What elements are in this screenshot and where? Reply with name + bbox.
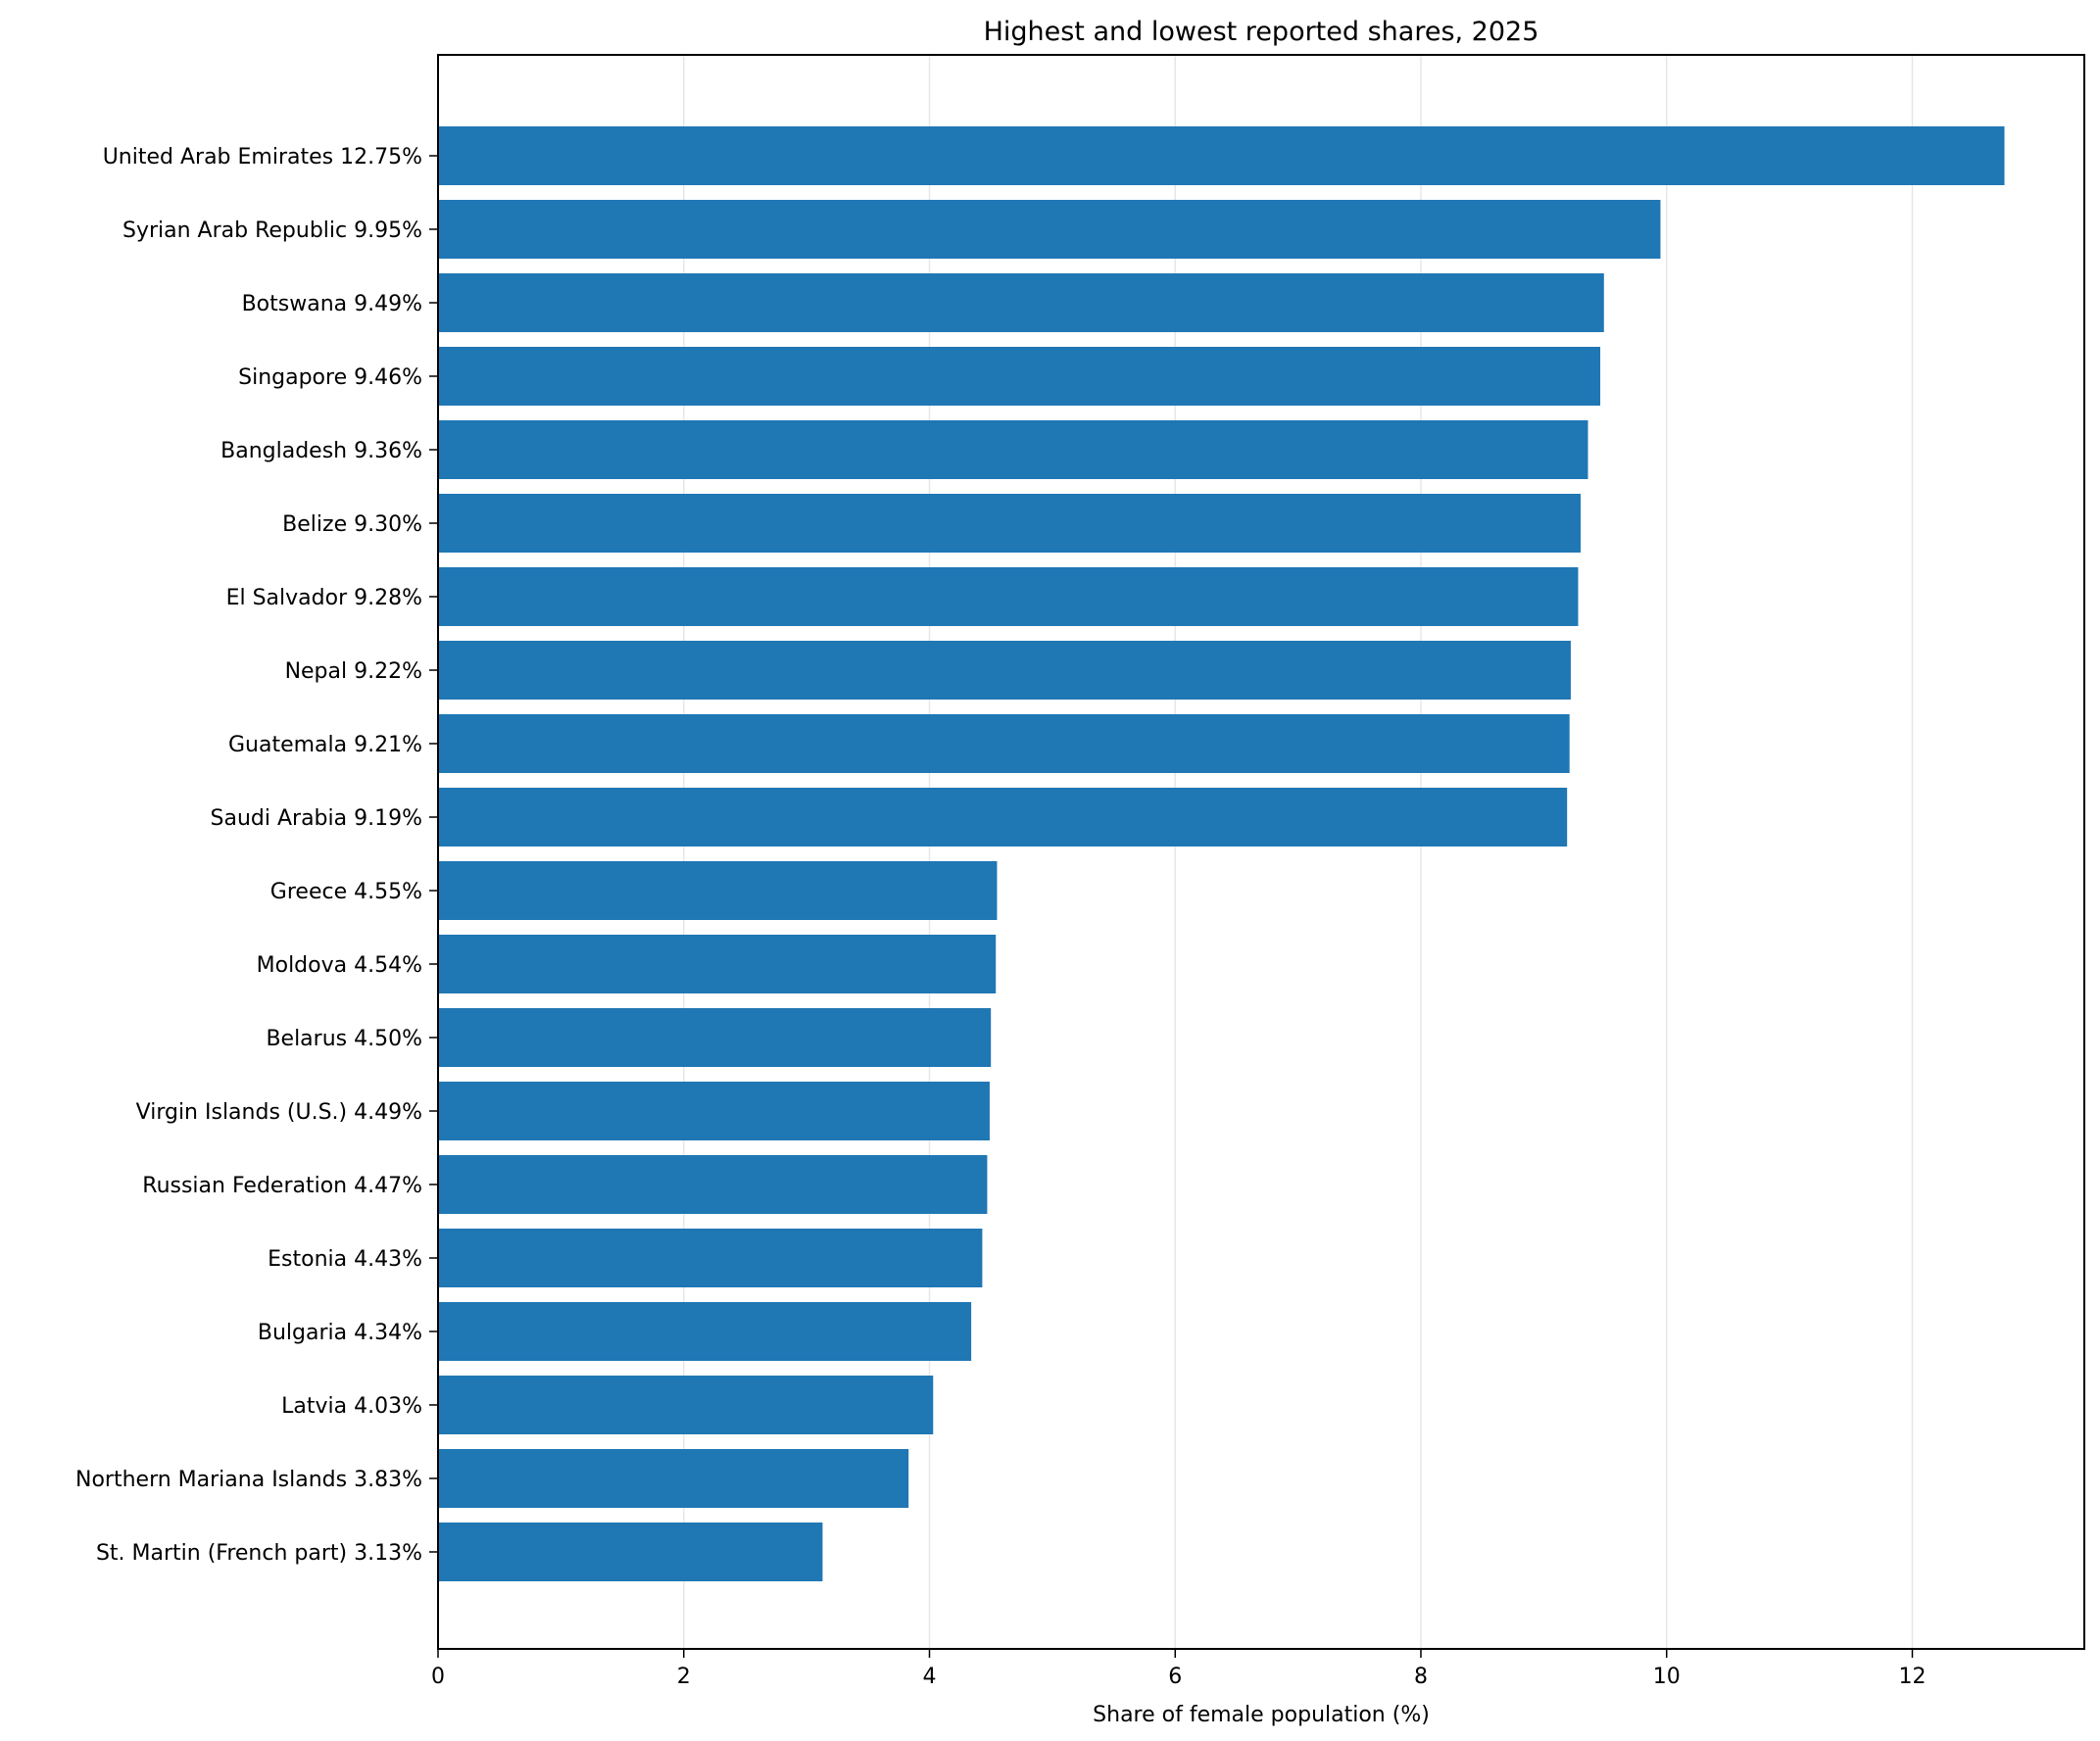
bar — [438, 714, 1570, 773]
y-tick-label: Guatemala 9.21% — [228, 733, 422, 757]
x-tick-label: 2 — [677, 1665, 691, 1689]
bar — [438, 788, 1568, 846]
y-tick-label: Virgin Islands (U.S.) 4.49% — [136, 1100, 422, 1125]
x-axis-ticks: 0 2 4 6 8 10 12 — [431, 1649, 1926, 1689]
x-tick-label: 8 — [1414, 1665, 1428, 1689]
y-tick-label: Botswana 9.49% — [242, 292, 422, 316]
y-tick-label: Syrian Arab Republic 9.95% — [122, 218, 422, 243]
bar — [438, 1082, 990, 1140]
bars — [438, 126, 2005, 1581]
y-tick-label: Greece 4.55% — [270, 880, 422, 904]
bar — [438, 494, 1581, 553]
bar — [438, 1449, 909, 1508]
y-tick-label: Russian Federation 4.47% — [142, 1174, 422, 1198]
bar — [438, 1376, 934, 1434]
bar — [438, 273, 1604, 332]
y-tick-label: Nepal 9.22% — [285, 659, 422, 684]
bar — [438, 420, 1588, 479]
y-tick-label: Singapore 9.46% — [238, 365, 422, 390]
bar — [438, 641, 1571, 700]
bar — [438, 861, 998, 920]
y-tick-label: Bangladesh 9.36% — [220, 439, 422, 463]
x-tick-label: 0 — [431, 1665, 445, 1689]
bar — [438, 1523, 823, 1581]
bar — [438, 1008, 992, 1067]
bar — [438, 126, 2005, 185]
chart-title: Highest and lowest reported shares, 2025 — [984, 17, 1539, 47]
bar — [438, 1229, 983, 1287]
y-tick-label: Saudi Arabia 9.19% — [211, 806, 422, 831]
plot-frame — [437, 54, 2085, 1650]
y-tick-label: Estonia 4.43% — [268, 1247, 422, 1272]
y-tick-label: Bulgaria 4.34% — [258, 1321, 422, 1345]
y-tick-label: Moldova 4.54% — [257, 953, 422, 978]
y-tick-label: United Arab Emirates 12.75% — [103, 145, 422, 169]
bar — [438, 1302, 972, 1361]
y-tick-label: El Salvador 9.28% — [226, 586, 422, 610]
bar — [438, 1155, 988, 1214]
bar — [438, 567, 1579, 626]
y-tick-label: Belize 9.30% — [282, 512, 422, 537]
x-tick-label: 6 — [1168, 1665, 1182, 1689]
y-axis-ticks: United Arab Emirates 12.75% Syrian Arab R… — [75, 145, 438, 1566]
x-axis-label: Share of female population (%) — [1093, 1703, 1430, 1727]
x-tick-label: 12 — [1898, 1665, 1926, 1689]
x-tick-label: 4 — [922, 1665, 936, 1689]
y-tick-label: Belarus 4.50% — [266, 1027, 422, 1051]
y-tick-label: St. Martin (French part) 3.13% — [96, 1541, 422, 1566]
bar — [438, 200, 1661, 259]
x-tick-label: 10 — [1653, 1665, 1681, 1689]
y-tick-label: Northern Mariana Islands 3.83% — [75, 1468, 422, 1492]
y-tick-label: Latvia 4.03% — [281, 1394, 422, 1419]
bar — [438, 935, 997, 993]
bar — [438, 347, 1601, 406]
